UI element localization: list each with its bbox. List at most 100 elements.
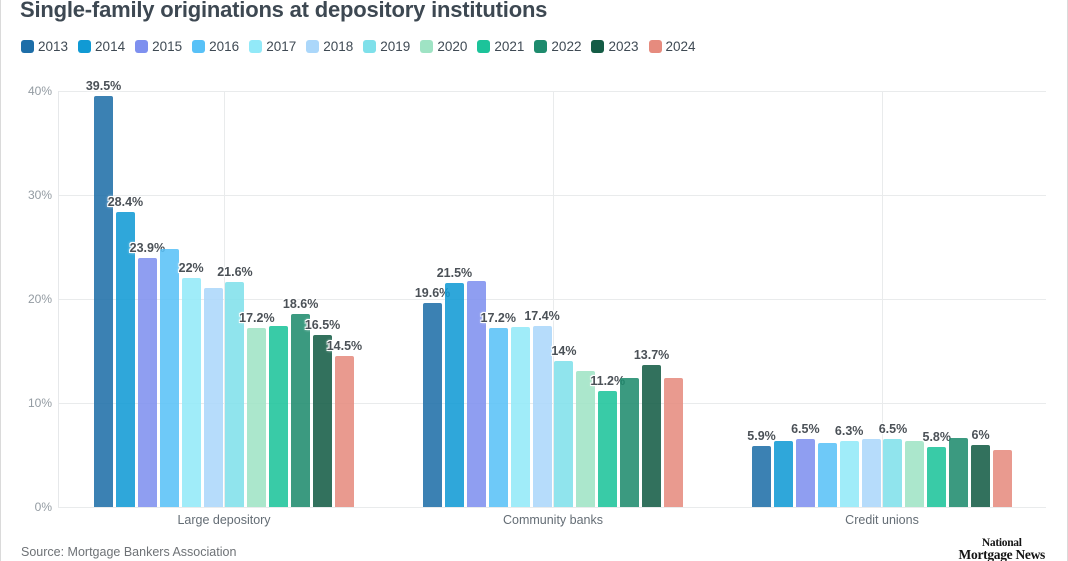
bar-value-label: 19.6% <box>414 286 451 301</box>
legend-item-2023: 2023 <box>591 39 639 54</box>
bar-value-label: 5.8% <box>922 429 952 444</box>
national-mortgage-news-logo: National Mortgage News <box>959 537 1046 561</box>
legend-swatch <box>420 40 434 53</box>
legend-item-2021: 2021 <box>477 39 524 54</box>
legend-item-2016: 2016 <box>192 39 239 54</box>
y-axis-tick-label: 10% <box>27 396 52 410</box>
bar-2021-community-banks <box>598 390 618 507</box>
bar-2015-credit-unions <box>795 439 815 507</box>
bar-2023-community-banks <box>642 364 662 507</box>
y-axis-tick-label: 40% <box>27 84 52 98</box>
bar-value-label: 28.4% <box>107 194 144 209</box>
bar-value-label: 16.5% <box>304 318 341 333</box>
bar-2018-large-depository <box>203 287 223 507</box>
legend-swatch <box>648 40 662 53</box>
legend-item-2013: 2013 <box>21 39 68 54</box>
legend-year-label: 2024 <box>665 39 696 54</box>
bar-2022-community-banks <box>620 378 640 507</box>
gridline-vertical <box>882 91 883 507</box>
y-axis-tick-label: 0% <box>34 500 52 514</box>
legend-year-label: 2023 <box>608 39 639 54</box>
bar-2014-community-banks <box>444 283 464 507</box>
bar-2018-credit-unions <box>861 439 881 507</box>
bar-2016-large-depository <box>159 249 179 507</box>
bar-2013-large-depository <box>94 96 114 507</box>
gridline-vertical <box>553 91 554 507</box>
legend-swatch <box>306 40 320 53</box>
legend-swatch <box>249 40 263 53</box>
bar-2020-large-depository <box>247 328 267 507</box>
legend-swatch <box>21 40 34 53</box>
bar-2014-large-depository <box>115 211 135 507</box>
gridline <box>58 507 1046 508</box>
legend-item-2015: 2015 <box>135 39 182 54</box>
bar-value-label: 5.9% <box>747 428 776 443</box>
legend-swatch <box>135 40 149 53</box>
chart-title: Single-family originations at depository… <box>20 0 548 22</box>
bar-2013-community-banks <box>423 303 443 507</box>
gridline <box>58 299 1046 300</box>
legend-year-label: 2022 <box>551 39 582 54</box>
y-axis-line <box>58 91 59 507</box>
bar-2014-credit-unions <box>773 441 793 507</box>
legend-item-2018: 2018 <box>306 39 353 54</box>
legend-swatch <box>78 40 92 53</box>
legend-swatch <box>534 40 548 53</box>
y-axis-tick-label: 20% <box>27 292 52 306</box>
bar-value-label: 17.2% <box>239 311 275 326</box>
bar-2020-community-banks <box>576 370 596 507</box>
bar-2017-community-banks <box>510 327 530 507</box>
legend-item-2022: 2022 <box>534 39 581 54</box>
bar-value-label: 17.4% <box>524 309 560 324</box>
legend-item-2020: 2020 <box>420 39 467 54</box>
bar-2021-credit-unions <box>927 446 947 507</box>
bar-2024-large-depository <box>334 356 354 507</box>
legend-year-label: 2014 <box>95 39 126 54</box>
gridline-vertical <box>224 91 225 507</box>
bar-value-label: 23.9% <box>129 241 166 256</box>
logo-line1: National <box>981 537 1022 549</box>
gridline <box>58 195 1046 196</box>
legend-item-2014: 2014 <box>78 39 125 54</box>
bar-value-label: 6% <box>971 427 990 442</box>
bar-value-label: 14.5% <box>326 339 363 354</box>
legend-year-label: 2016 <box>209 39 240 54</box>
legend-swatch <box>591 40 605 53</box>
bar-2024-credit-unions <box>992 449 1012 507</box>
bar-value-label: 22% <box>178 261 204 276</box>
bar-2015-large-depository <box>137 258 157 507</box>
bar-2017-large-depository <box>181 278 201 507</box>
category-label: Large depository <box>177 513 271 527</box>
bar-value-label: 6.5% <box>791 422 820 437</box>
category-label: Credit unions <box>845 513 919 527</box>
source-note: Source: Mortgage Bankers Association <box>21 545 237 559</box>
bar-2021-large-depository <box>269 326 289 507</box>
bar-2015-community-banks <box>466 281 486 507</box>
category-label: Community banks <box>502 513 604 527</box>
gridline <box>58 91 1046 92</box>
bar-2019-community-banks <box>554 361 574 507</box>
bar-2019-large-depository <box>225 282 245 507</box>
bar-value-label: 17.2% <box>480 311 516 326</box>
legend: 2013 2014 2015 2016 2017 2018 2019 2020 2021 2022… <box>21 39 696 54</box>
legend-item-2024: 2024 <box>648 39 696 54</box>
y-axis-tick-label: 30% <box>27 188 52 202</box>
bar-2018-community-banks <box>532 326 552 507</box>
legend-item-2017: 2017 <box>249 39 296 54</box>
bar-value-label: 14% <box>551 344 577 359</box>
legend-swatch <box>477 40 491 53</box>
legend-year-label: 2013 <box>38 39 69 54</box>
bar-2016-community-banks <box>488 328 508 507</box>
bar-2023-large-depository <box>313 335 333 507</box>
bar-value-label: 11.2% <box>590 373 626 388</box>
legend-year-label: 2015 <box>152 39 183 54</box>
bar-2022-large-depository <box>291 313 311 507</box>
bar-2017-credit-unions <box>839 441 859 507</box>
legend-item-2019: 2019 <box>363 39 410 54</box>
bar-2013-credit-unions <box>752 445 772 507</box>
bar-2022-credit-unions <box>949 438 969 507</box>
bar-value-label: 6.3% <box>834 424 864 439</box>
gridline <box>58 403 1046 404</box>
bar-2016-credit-unions <box>817 442 837 507</box>
